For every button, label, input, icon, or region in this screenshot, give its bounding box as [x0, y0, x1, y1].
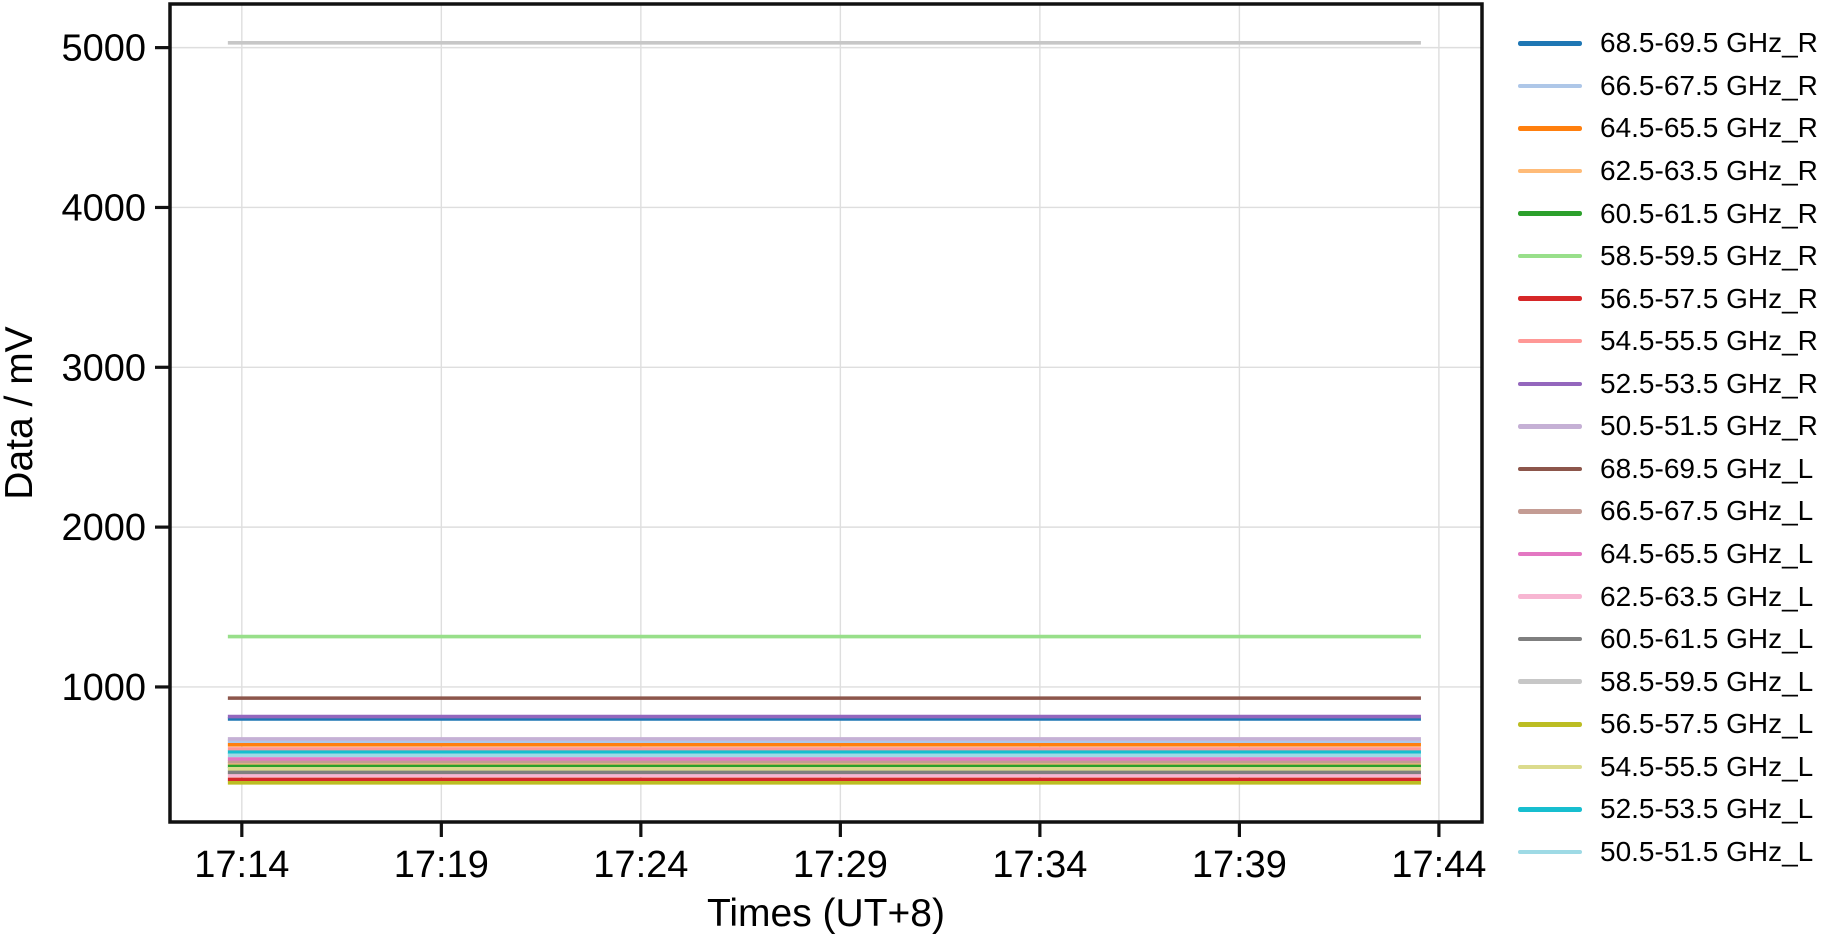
legend-swatch-line [1518, 126, 1582, 131]
legend-label: 56.5-57.5 GHz_R [1600, 282, 1818, 314]
legend-label: 50.5-51.5 GHz_L [1600, 835, 1814, 867]
legend-item: 64.5-65.5 GHz_R [1518, 107, 1818, 150]
legend-swatch-line [1518, 41, 1582, 46]
legend-item: 60.5-61.5 GHz_L [1518, 618, 1818, 661]
legend-swatch-line [1518, 551, 1582, 557]
legend-item: 60.5-61.5 GHz_R [1518, 192, 1818, 235]
legend-item: 54.5-55.5 GHz_L [1518, 746, 1818, 789]
legend-item: 56.5-57.5 GHz_R [1518, 277, 1818, 320]
legend-item: 68.5-69.5 GHz_R [1518, 22, 1818, 65]
legend-label: 60.5-61.5 GHz_R [1600, 197, 1818, 229]
legend-swatch-line [1518, 338, 1582, 344]
legend-label: 60.5-61.5 GHz_L [1600, 623, 1814, 655]
legend-item: 54.5-55.5 GHz_R [1518, 320, 1818, 363]
legend-item: 66.5-67.5 GHz_R [1518, 65, 1818, 108]
legend-swatch-line [1518, 636, 1582, 642]
x-tick-label: 17:19 [394, 844, 489, 886]
legend-item: 56.5-57.5 GHz_L [1518, 703, 1818, 746]
x-tick-label: 17:39 [1192, 844, 1287, 886]
legend-item: 62.5-63.5 GHz_L [1518, 575, 1818, 618]
legend-label: 58.5-59.5 GHz_R [1600, 240, 1818, 272]
legend-label: 64.5-65.5 GHz_L [1600, 538, 1814, 570]
legend-item: 50.5-51.5 GHz_L [1518, 831, 1818, 874]
legend-label: 56.5-57.5 GHz_L [1600, 708, 1814, 740]
legend-swatch-line [1518, 83, 1582, 89]
legend-swatch-line [1518, 253, 1582, 259]
y-tick-label: 2000 [61, 507, 146, 549]
x-tick-label: 17:24 [593, 844, 688, 886]
legend-label: 52.5-53.5 GHz_R [1600, 367, 1818, 399]
legend-label: 54.5-55.5 GHz_L [1600, 750, 1814, 782]
x-axis-label: Times (UT+8) [707, 892, 945, 935]
legend-swatch-line [1518, 722, 1582, 727]
legend-swatch-line [1518, 296, 1582, 301]
legend-swatch-line [1518, 168, 1582, 174]
x-tick-label: 17:29 [793, 844, 888, 886]
legend-swatch-line [1518, 849, 1582, 855]
legend-item: 68.5-69.5 GHz_L [1518, 448, 1818, 491]
plot-border [168, 2, 1484, 824]
legend-swatch-line [1518, 764, 1582, 770]
x-tick-label: 17:34 [992, 844, 1087, 886]
legend-item: 62.5-63.5 GHz_R [1518, 150, 1818, 193]
legend-label: 66.5-67.5 GHz_R [1600, 69, 1818, 101]
legend-swatch-line [1518, 211, 1582, 216]
legend-label: 68.5-69.5 GHz_L [1600, 452, 1814, 484]
legend-item: 52.5-53.5 GHz_L [1518, 788, 1818, 831]
legend: 68.5-69.5 GHz_R 66.5-67.5 GHz_R 64.5-65.5 … [1518, 22, 1818, 873]
legend-item: 52.5-53.5 GHz_R [1518, 363, 1818, 406]
legend-label: 66.5-67.5 GHz_L [1600, 495, 1814, 527]
legend-label: 58.5-59.5 GHz_L [1600, 665, 1814, 697]
legend-label: 52.5-53.5 GHz_L [1600, 793, 1814, 825]
legend-label: 62.5-63.5 GHz_L [1600, 580, 1814, 612]
legend-label: 64.5-65.5 GHz_R [1600, 112, 1818, 144]
legend-item: 58.5-59.5 GHz_R [1518, 235, 1818, 278]
legend-swatch-line [1518, 594, 1582, 599]
legend-swatch-line [1518, 509, 1582, 514]
legend-swatch-line [1518, 679, 1582, 684]
y-axis-label: Data / mV [0, 326, 41, 500]
legend-swatch-line [1518, 424, 1582, 429]
y-tick-label: 1000 [61, 667, 146, 709]
legend-item: 66.5-67.5 GHz_L [1518, 490, 1818, 533]
legend-item: 64.5-65.5 GHz_L [1518, 533, 1818, 576]
y-tick-label: 3000 [61, 347, 146, 389]
legend-label: 54.5-55.5 GHz_R [1600, 325, 1818, 357]
legend-item: 58.5-59.5 GHz_L [1518, 660, 1818, 703]
legend-swatch-line [1518, 807, 1582, 812]
legend-item: 50.5-51.5 GHz_R [1518, 405, 1818, 448]
y-tick-label: 5000 [61, 28, 146, 70]
y-tick-label: 4000 [61, 187, 146, 229]
legend-swatch-line [1518, 381, 1582, 387]
x-tick-label: 17:44 [1391, 844, 1486, 886]
legend-swatch-line [1518, 466, 1582, 472]
x-tick-label: 17:14 [194, 844, 289, 886]
legend-label: 68.5-69.5 GHz_R [1600, 27, 1818, 59]
legend-label: 50.5-51.5 GHz_R [1600, 410, 1818, 442]
legend-label: 62.5-63.5 GHz_R [1600, 154, 1818, 186]
